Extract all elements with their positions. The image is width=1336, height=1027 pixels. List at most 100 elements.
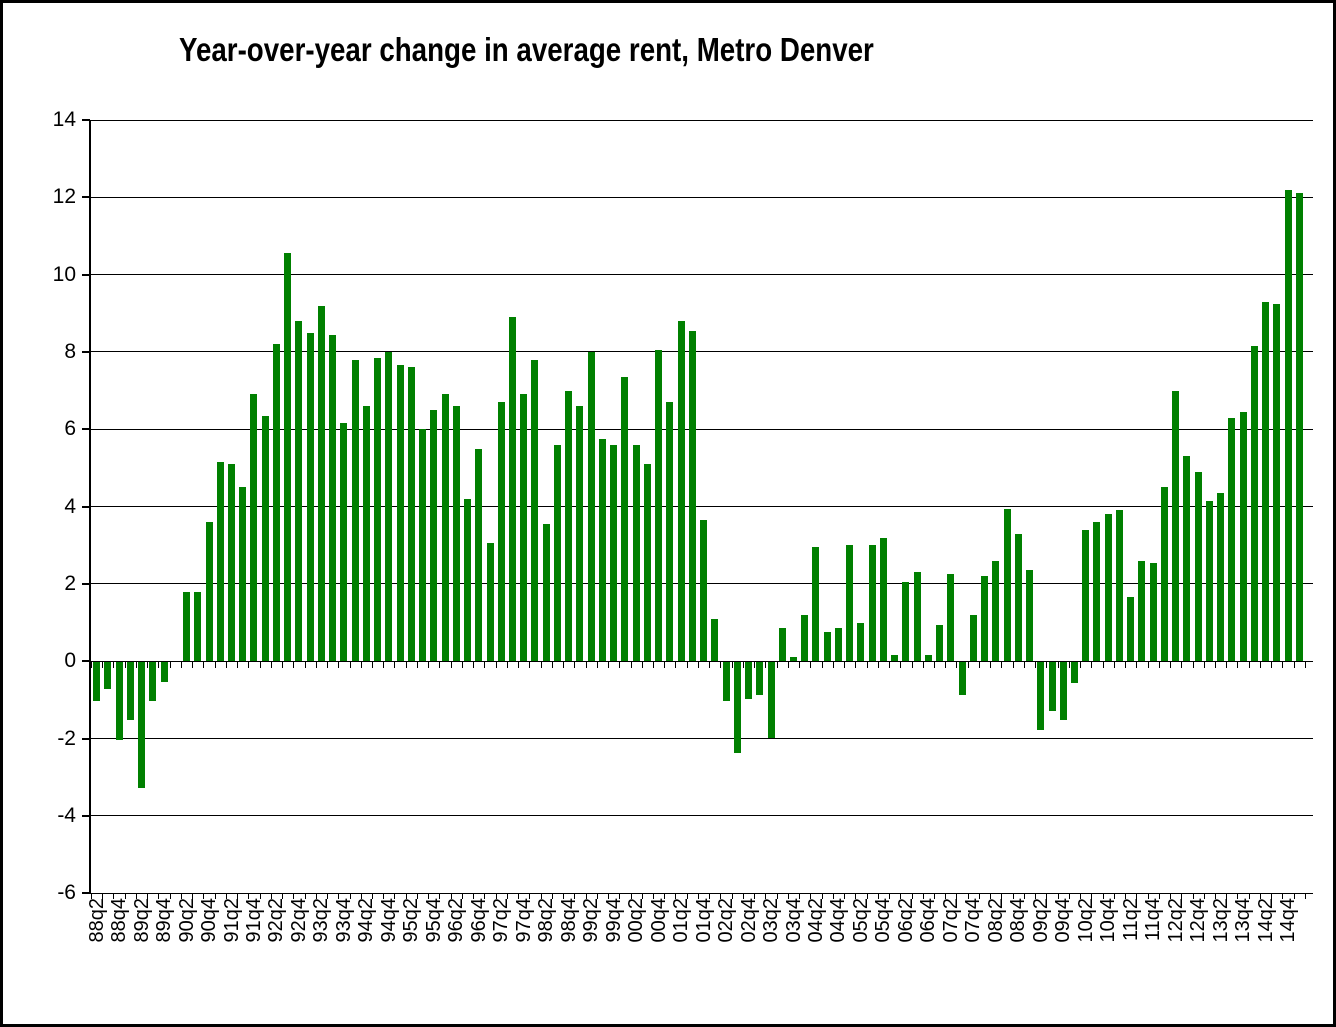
x-tick-zero-axis	[293, 662, 295, 669]
x-tick-zero-axis	[1170, 662, 1172, 669]
x-tick-bottom	[664, 893, 666, 899]
bar-10q3	[1093, 522, 1101, 662]
x-tick-bottom	[360, 893, 362, 899]
x-axis-label: 99q2	[580, 898, 603, 943]
x-tick-bottom	[237, 893, 239, 899]
x-tick-zero-axis	[372, 662, 373, 669]
x-axis-label: 96q4	[467, 898, 490, 943]
x-axis-label: 14q2	[1254, 898, 1277, 943]
x-tick-zero-axis	[1012, 662, 1014, 669]
x-axis-label: 93q4	[332, 898, 355, 943]
x-axis-label: 07q4	[962, 898, 985, 943]
gridline-y0	[90, 660, 1313, 662]
bar-95q2	[407, 367, 415, 662]
bar-93q4	[340, 423, 348, 662]
x-tick-zero-axis	[450, 662, 452, 669]
x-tick-bottom	[495, 893, 497, 899]
x-tick-bottom	[765, 893, 767, 899]
x-tick-zero-axis	[1158, 662, 1160, 669]
y-axis-label: -2	[57, 726, 76, 750]
bar-96q4	[475, 448, 483, 662]
x-tick-bottom	[1203, 893, 1205, 899]
x-axis-label: 01q2	[670, 898, 693, 943]
x-tick-zero-axis	[506, 662, 508, 669]
x-tick-zero-axis	[529, 662, 531, 669]
gridline-y14	[90, 119, 1313, 121]
bar-92q3	[284, 253, 292, 662]
x-tick-bottom	[787, 893, 789, 899]
y-axis-label: 6	[64, 417, 76, 441]
x-axis-label: 94q4	[377, 898, 400, 943]
bar-13q2	[1217, 493, 1225, 662]
bar-04q2	[812, 547, 820, 662]
bar-13q4	[1239, 411, 1247, 662]
bar-89q4	[160, 662, 168, 682]
x-tick-bottom	[91, 893, 92, 899]
x-tick-bottom	[1012, 893, 1014, 899]
bar-08q4	[1014, 533, 1022, 662]
x-tick-bottom	[383, 893, 385, 899]
y-axis-label: 14	[52, 108, 76, 131]
bar-05q4	[879, 537, 887, 662]
y-tick	[82, 119, 90, 121]
x-tick-bottom	[349, 893, 351, 899]
x-tick-zero-axis	[270, 662, 272, 669]
x-tick-bottom	[214, 893, 216, 899]
bar-09q3	[1048, 662, 1056, 711]
x-tick-bottom	[720, 893, 722, 899]
x-tick-zero-axis	[1001, 662, 1003, 669]
x-tick-zero-axis	[1192, 662, 1194, 669]
y-axis-label: -6	[57, 881, 76, 905]
x-tick-bottom	[641, 893, 643, 899]
x-tick-zero-axis	[327, 662, 329, 669]
x-axis-label: 89q2	[130, 898, 153, 943]
x-tick-zero-axis	[574, 662, 576, 669]
y-tick	[82, 196, 90, 199]
bar-12q3	[1183, 456, 1191, 662]
x-tick-bottom	[866, 893, 868, 899]
x-axis-label: 89q4	[153, 898, 176, 943]
x-tick-bottom	[147, 893, 149, 899]
x-axis-label: 97q4	[512, 898, 535, 943]
x-tick-zero-axis	[619, 662, 621, 669]
x-tick-zero-axis	[91, 662, 92, 669]
bar-06q1	[891, 655, 899, 662]
x-tick-bottom	[1158, 893, 1160, 899]
x-tick-bottom	[135, 893, 137, 899]
x-tick-zero-axis	[461, 662, 463, 669]
bar-01q2	[677, 321, 685, 662]
x-tick-bottom	[922, 893, 924, 899]
bar-10q2	[1082, 529, 1090, 662]
y-tick	[82, 660, 90, 663]
x-tick-zero-axis	[1203, 662, 1205, 669]
x-tick-zero-axis	[1125, 662, 1127, 669]
x-tick-zero-axis	[1091, 662, 1093, 669]
x-tick-bottom	[327, 893, 329, 899]
plot-area	[82, 119, 1313, 899]
x-tick-zero-axis	[248, 662, 250, 669]
x-tick-zero-axis	[776, 662, 778, 669]
bar-96q2	[452, 406, 460, 662]
bar-08q3	[1003, 508, 1011, 662]
x-tick-zero-axis	[1215, 662, 1216, 669]
x-tick-bottom	[169, 893, 171, 899]
bar-97q3	[509, 317, 516, 662]
x-tick-zero-axis	[338, 662, 340, 669]
x-tick-bottom	[113, 893, 115, 899]
bar-06q2	[902, 581, 910, 662]
x-tick-bottom	[675, 893, 677, 899]
bar-05q1	[846, 545, 854, 662]
x-tick-zero-axis	[383, 662, 385, 669]
y-tick	[82, 737, 90, 740]
bar-11q3	[1138, 560, 1146, 662]
bar-09q4	[1059, 662, 1067, 721]
gridline-y6	[90, 428, 1313, 430]
x-tick-bottom	[1215, 893, 1216, 899]
x-tick-bottom	[450, 893, 452, 899]
x-axis-label: 13q4	[1232, 898, 1255, 943]
x-tick-bottom	[1102, 893, 1104, 899]
x-tick-bottom	[1248, 893, 1250, 899]
bar-09q2	[1037, 662, 1045, 730]
x-tick-bottom	[799, 893, 801, 899]
x-axis-label: 99q4	[602, 898, 625, 943]
